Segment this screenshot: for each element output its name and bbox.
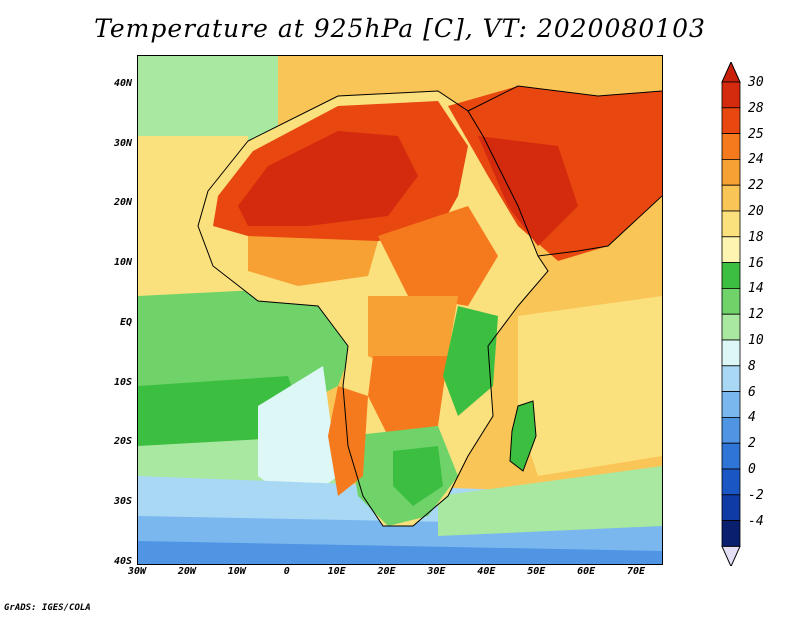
colorbar-swatch bbox=[721, 81, 741, 109]
colorbar-swatch bbox=[721, 159, 741, 186]
lat-tick-label: 30S bbox=[113, 496, 132, 508]
lat-tick-label: 40S bbox=[113, 556, 132, 567]
colorbar-swatch bbox=[721, 236, 741, 264]
colorbar-swatch bbox=[721, 391, 741, 418]
africa-coastline bbox=[197, 90, 549, 527]
lat-tick-label: 30N bbox=[113, 137, 132, 149]
lat-tick-label: 10S bbox=[113, 376, 132, 388]
colorbar-label: 18 bbox=[748, 229, 764, 245]
east-africa-highland-field bbox=[443, 306, 498, 416]
indian-ocean-south-field bbox=[438, 466, 662, 536]
colorbar-bottom-arrow bbox=[721, 545, 741, 567]
colorbar-swatch bbox=[721, 184, 741, 212]
highveld-field bbox=[393, 446, 443, 506]
madagascar-coastline bbox=[509, 400, 537, 472]
colorbar-label: 28 bbox=[748, 100, 764, 116]
lat-tick-label: 20N bbox=[113, 197, 132, 209]
colorbar-swatch bbox=[721, 262, 741, 289]
colorbar-label: 24 bbox=[748, 152, 764, 168]
lon-tick-label: 20E bbox=[377, 566, 396, 577]
colorbar-label: 8 bbox=[748, 358, 756, 374]
benguela-cold-field bbox=[258, 366, 338, 506]
lon-tick-label: 30E bbox=[427, 566, 446, 577]
grads-credit: GrADS: IGES/COLA bbox=[4, 603, 91, 613]
lon-tick-label: 50E bbox=[527, 566, 546, 577]
colorbar-label: 10 bbox=[748, 333, 764, 348]
temperature-map bbox=[137, 55, 663, 565]
colorbar-label: 2 bbox=[748, 436, 756, 452]
lon-tick-label: 10E bbox=[327, 566, 346, 577]
arabia-hottest-field bbox=[478, 136, 578, 246]
colorbar-label: 22 bbox=[748, 178, 764, 194]
arabia-coastline bbox=[467, 85, 662, 257]
colorbar-swatch bbox=[721, 468, 741, 496]
colorbar-label: -2 bbox=[748, 487, 764, 503]
lon-tick-label: 0 bbox=[283, 566, 290, 577]
indian-ocean-warm-field bbox=[518, 296, 662, 476]
colorbar-label: 16 bbox=[748, 255, 764, 271]
colorbar-top-arrow bbox=[721, 62, 741, 83]
colorbar-swatch bbox=[721, 287, 741, 315]
colorbar-label: 20 bbox=[748, 204, 764, 219]
colorbar-swatch bbox=[721, 133, 741, 160]
chart-title: Temperature at 925hPa [C], VT: 202008010… bbox=[94, 14, 706, 43]
lon-tick-label: 40E bbox=[477, 566, 496, 577]
colorbar-label: 4 bbox=[748, 410, 756, 426]
sahel-west-field bbox=[248, 236, 378, 286]
lat-tick-label: 40N bbox=[113, 77, 132, 89]
sahel-east-field bbox=[378, 206, 498, 306]
colorbar-swatch bbox=[721, 107, 741, 134]
lon-tick-label: 30W bbox=[127, 566, 147, 577]
lat-tick-label: 10N bbox=[113, 257, 132, 269]
lon-tick-label: 20W bbox=[177, 566, 196, 577]
lon-tick-label: 70E bbox=[627, 566, 646, 577]
colorbar-label: 30 bbox=[748, 75, 764, 90]
colorbar-label: 12 bbox=[748, 307, 764, 323]
colorbar-label: 6 bbox=[748, 384, 756, 400]
lon-tick-label: 60E bbox=[577, 566, 596, 577]
colorbar-svg bbox=[721, 62, 741, 567]
colorbar-swatch bbox=[721, 210, 741, 238]
colorbar-swatch bbox=[721, 339, 741, 367]
colorbar-swatch bbox=[721, 494, 741, 521]
colorbar-swatch bbox=[721, 520, 741, 547]
colorbar-label: -4 bbox=[748, 513, 764, 529]
lat-tick-label: EQ bbox=[119, 316, 132, 328]
colorbar-swatch bbox=[721, 416, 741, 444]
lon-tick-label: 10W bbox=[227, 566, 246, 577]
temperature-field-svg bbox=[138, 56, 662, 564]
colorbar-label: 0 bbox=[748, 462, 756, 477]
colorbar-label: 25 bbox=[748, 126, 764, 142]
southern-ocean-coldest-field bbox=[138, 541, 662, 564]
lat-tick-label: 20S bbox=[113, 436, 132, 448]
colorbar-swatch bbox=[721, 313, 741, 341]
colorbar-swatch bbox=[721, 365, 741, 392]
colorbar-swatch bbox=[721, 442, 741, 470]
congo-basin-field bbox=[368, 356, 448, 436]
colorbar-label: 14 bbox=[748, 281, 764, 297]
sahara-hottest-field bbox=[238, 131, 418, 226]
